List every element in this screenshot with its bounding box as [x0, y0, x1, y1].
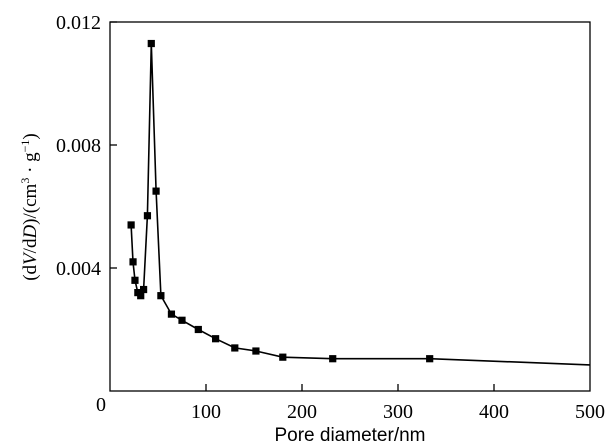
data-point — [147, 39, 155, 48]
data-point — [157, 292, 165, 300]
y-axis-label: (dV/dD)/(cm3 · g−1) — [18, 133, 41, 281]
data-point — [131, 276, 139, 284]
x-tick-label: 100 — [191, 401, 221, 423]
data-point — [212, 335, 220, 343]
series-layer — [127, 39, 591, 366]
data-point — [140, 285, 148, 294]
data-point — [152, 187, 160, 195]
x-tick-label: 400 — [479, 401, 509, 423]
x-tick-label: 200 — [287, 401, 317, 423]
y-label-d: D — [20, 225, 41, 240]
data-point — [231, 344, 239, 352]
y-label-neg1: −1 — [18, 140, 32, 153]
x-tick-label: 300 — [383, 401, 413, 423]
plot-frame — [109, 21, 591, 392]
data-point — [178, 316, 186, 324]
data-point — [143, 212, 152, 220]
y-label-slash-d: /d — [20, 238, 41, 253]
y-tick-label: 0.004 — [56, 258, 101, 280]
data-point — [137, 292, 145, 300]
data-point — [279, 353, 287, 361]
data-point — [127, 221, 135, 229]
data-point — [167, 310, 176, 318]
y-label-close: ) — [20, 133, 41, 139]
y-label-cube: 3 — [18, 178, 32, 184]
origin-label: 0 — [96, 394, 106, 416]
y-label-units-open: )/(cm — [20, 183, 41, 224]
data-point — [426, 355, 434, 363]
x-axis-label: Pore diameter/nm — [274, 425, 425, 443]
y-axis-ticks: 0.004 0.008 0.012 — [56, 12, 117, 280]
y-tick-label: 0.008 — [56, 135, 101, 157]
series-line — [130, 43, 591, 366]
data-point — [329, 355, 337, 363]
y-label-dot-g: · g — [20, 152, 41, 178]
data-point — [129, 258, 137, 266]
data-point — [194, 325, 202, 334]
y-label-v: V — [20, 251, 41, 265]
data-point — [252, 347, 260, 355]
x-axis-ticks: 100 200 300 400 500 — [191, 384, 605, 423]
y-label-prefix: (d — [20, 264, 41, 280]
x-tick-label: 500 — [575, 401, 605, 423]
y-tick-label: 0.012 — [56, 12, 101, 34]
